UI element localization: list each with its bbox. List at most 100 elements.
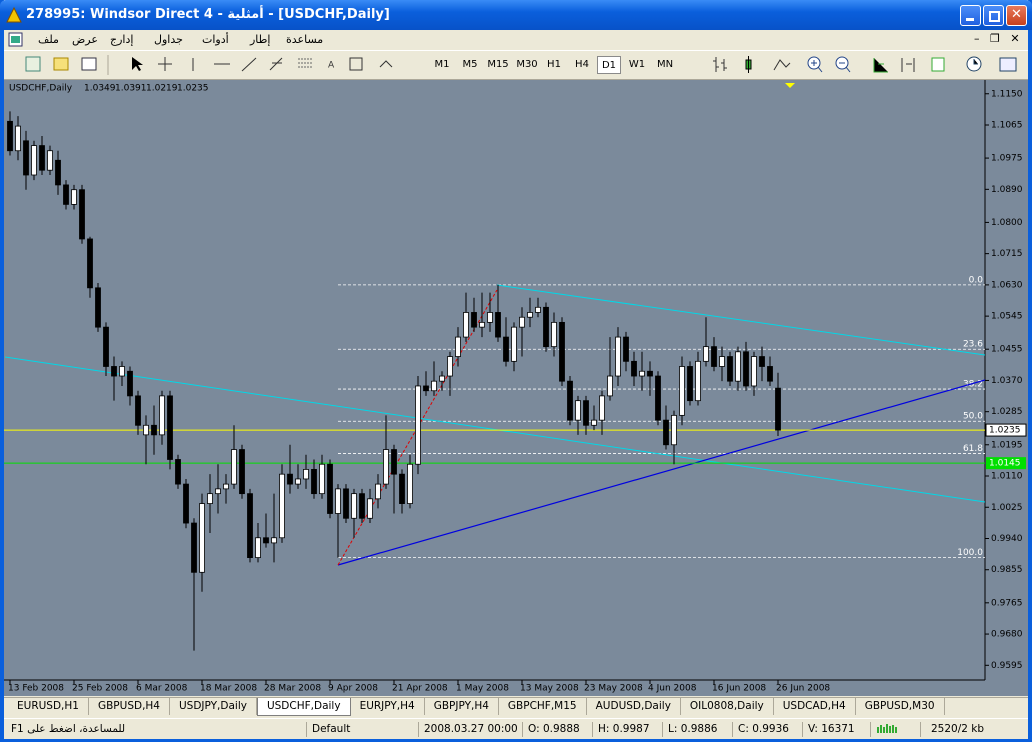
bear-candle-body: [239, 449, 245, 495]
chart-tab[interactable]: GBPUSD,H4: [89, 698, 170, 715]
x-tick-label: 9 Apr 2008: [328, 684, 378, 694]
bear-candle-body: [631, 360, 637, 377]
y-tick-label: 1.1150: [991, 89, 1023, 99]
chart-tab[interactable]: AUDUSD,Daily: [587, 698, 681, 715]
bear-candle-body: [7, 120, 13, 152]
window-title: 278995: Windsor Direct 4 - أمثلية - [USD…: [26, 7, 390, 22]
bull-candle-body: [487, 312, 493, 323]
chart-tab[interactable]: USDJPY,Daily: [170, 698, 257, 715]
bear-candle-body: [567, 380, 573, 421]
bull-candle-body: [367, 498, 373, 519]
fibo-label: 23.6: [963, 340, 983, 350]
y-tick-label: 0.9765: [991, 598, 1023, 608]
chart-tab[interactable]: USDCAD,H4: [774, 698, 856, 715]
maximize-button[interactable]: [983, 5, 1004, 26]
bear-candle-body: [687, 366, 693, 402]
y-tick-label: 1.0025: [991, 503, 1023, 513]
fibo-layer: 0.0 23.6 38.2 50.0 61.8 100.0: [338, 275, 985, 558]
bull-candle-body: [47, 150, 53, 171]
x-tick-label: 23 May 2008: [584, 684, 643, 694]
chart-tab[interactable]: GBPCHF,M15: [499, 698, 587, 715]
bear-candle-body: [79, 189, 85, 240]
fibo-label: 0.0: [969, 275, 984, 285]
shift-marker: [785, 83, 795, 88]
bull-candle-body: [279, 473, 285, 539]
mdi-controls[interactable]: – ❐ ✕: [974, 32, 1020, 45]
close-button[interactable]: ✕: [1006, 5, 1027, 26]
chart-tab[interactable]: USDCHF,Daily: [256, 698, 351, 716]
text-tool-glyph: A: [328, 61, 335, 71]
bull-candle-body: [519, 316, 525, 328]
bear-candle-body: [247, 493, 253, 559]
bull-candle-body: [551, 321, 557, 348]
menu-item[interactable]: ملف: [38, 33, 59, 46]
bull-candle-body: [119, 366, 125, 377]
menu-item[interactable]: عرض: [72, 33, 98, 46]
bull-candle-body: [439, 375, 445, 382]
bear-candle-body: [183, 483, 189, 524]
status-connection: [870, 722, 920, 737]
bull-candle-body: [223, 483, 229, 490]
menu-item[interactable]: إدارج: [110, 33, 134, 46]
period-button[interactable]: H4: [575, 59, 589, 70]
status-low: L: 0.9886: [662, 722, 732, 737]
bear-candle-body: [151, 424, 157, 436]
chart-tab[interactable]: GBPUSD,M30: [856, 698, 945, 715]
app-icon: [6, 7, 22, 23]
bear-candle-body: [583, 400, 589, 426]
chart-tab[interactable]: GBPJPY,H4: [425, 698, 499, 715]
bear-candle-body: [623, 336, 629, 362]
chart-tab[interactable]: EURJPY,H4: [351, 698, 425, 715]
chart-tool-icons: [713, 56, 1017, 73]
chart: 0.0 23.6 38.2 50.0 61.8 100.0 USDCHF,Daily 1.…: [4, 80, 1028, 696]
period-button[interactable]: H1: [547, 59, 561, 70]
period-button[interactable]: M5: [462, 59, 478, 70]
chart-tab[interactable]: OIL0808,Daily: [681, 698, 774, 715]
period-button[interactable]: MN: [656, 59, 674, 70]
window-frame: [0, 739, 1032, 742]
menu-item[interactable]: جداول: [154, 33, 183, 46]
period-button[interactable]: M1: [434, 59, 450, 70]
bear-candle-body: [559, 321, 565, 382]
bull-candle-body: [303, 468, 309, 480]
bear-candle-body: [359, 493, 365, 519]
bear-candle-body: [655, 375, 661, 421]
doc-icon: [8, 32, 23, 47]
bear-candle-body: [191, 522, 197, 573]
bear-candle-body: [111, 366, 117, 377]
header-low: 1.0219: [146, 84, 178, 94]
bear-candle-body: [87, 238, 93, 289]
status-volume: V: 16371: [802, 722, 870, 737]
chart-tabs: EURUSD,H1 GBPUSD,H4 USDJPY,Daily USDCHF,Dai…: [4, 697, 1028, 716]
x-tick-label: 6 Mar 2008: [136, 684, 188, 694]
connection-icon: [877, 724, 897, 733]
chart-tab[interactable]: EURUSD,H1: [8, 698, 89, 715]
y-tick-label: 1.0715: [991, 249, 1023, 259]
bear-candle-body: [63, 184, 69, 205]
bull-candle-body: [535, 306, 541, 313]
window-frame: [1028, 0, 1032, 742]
menu-item[interactable]: أدوات: [202, 33, 229, 46]
period-button[interactable]: M30: [516, 59, 538, 70]
bull-candle-body: [599, 395, 605, 421]
x-tick-label: 18 Mar 2008: [200, 684, 257, 694]
bear-candle-body: [343, 488, 349, 519]
price-axis-background: [986, 80, 1028, 696]
bear-candle-body: [775, 387, 781, 431]
bear-candle-body: [175, 459, 181, 485]
period-button[interactable]: D1: [597, 56, 621, 74]
minimize-button[interactable]: [960, 5, 981, 26]
bear-candle-body: [495, 312, 501, 338]
bear-candle-body: [23, 140, 29, 176]
y-tick-label: 1.1065: [991, 121, 1023, 131]
bull-candle-body: [71, 189, 77, 205]
trend-line: [496, 284, 986, 356]
bear-candle-body: [127, 370, 133, 397]
menu-item[interactable]: مساعدة: [286, 33, 324, 46]
status-bar: للمساعدة، اضغط على F1 Default 2008.03.27…: [4, 718, 1028, 740]
period-button[interactable]: M15: [487, 59, 509, 70]
menu-item[interactable]: إطار: [250, 33, 271, 46]
period-button[interactable]: W1: [628, 59, 646, 70]
status-time: 2008.03.27 00:00: [418, 722, 522, 737]
